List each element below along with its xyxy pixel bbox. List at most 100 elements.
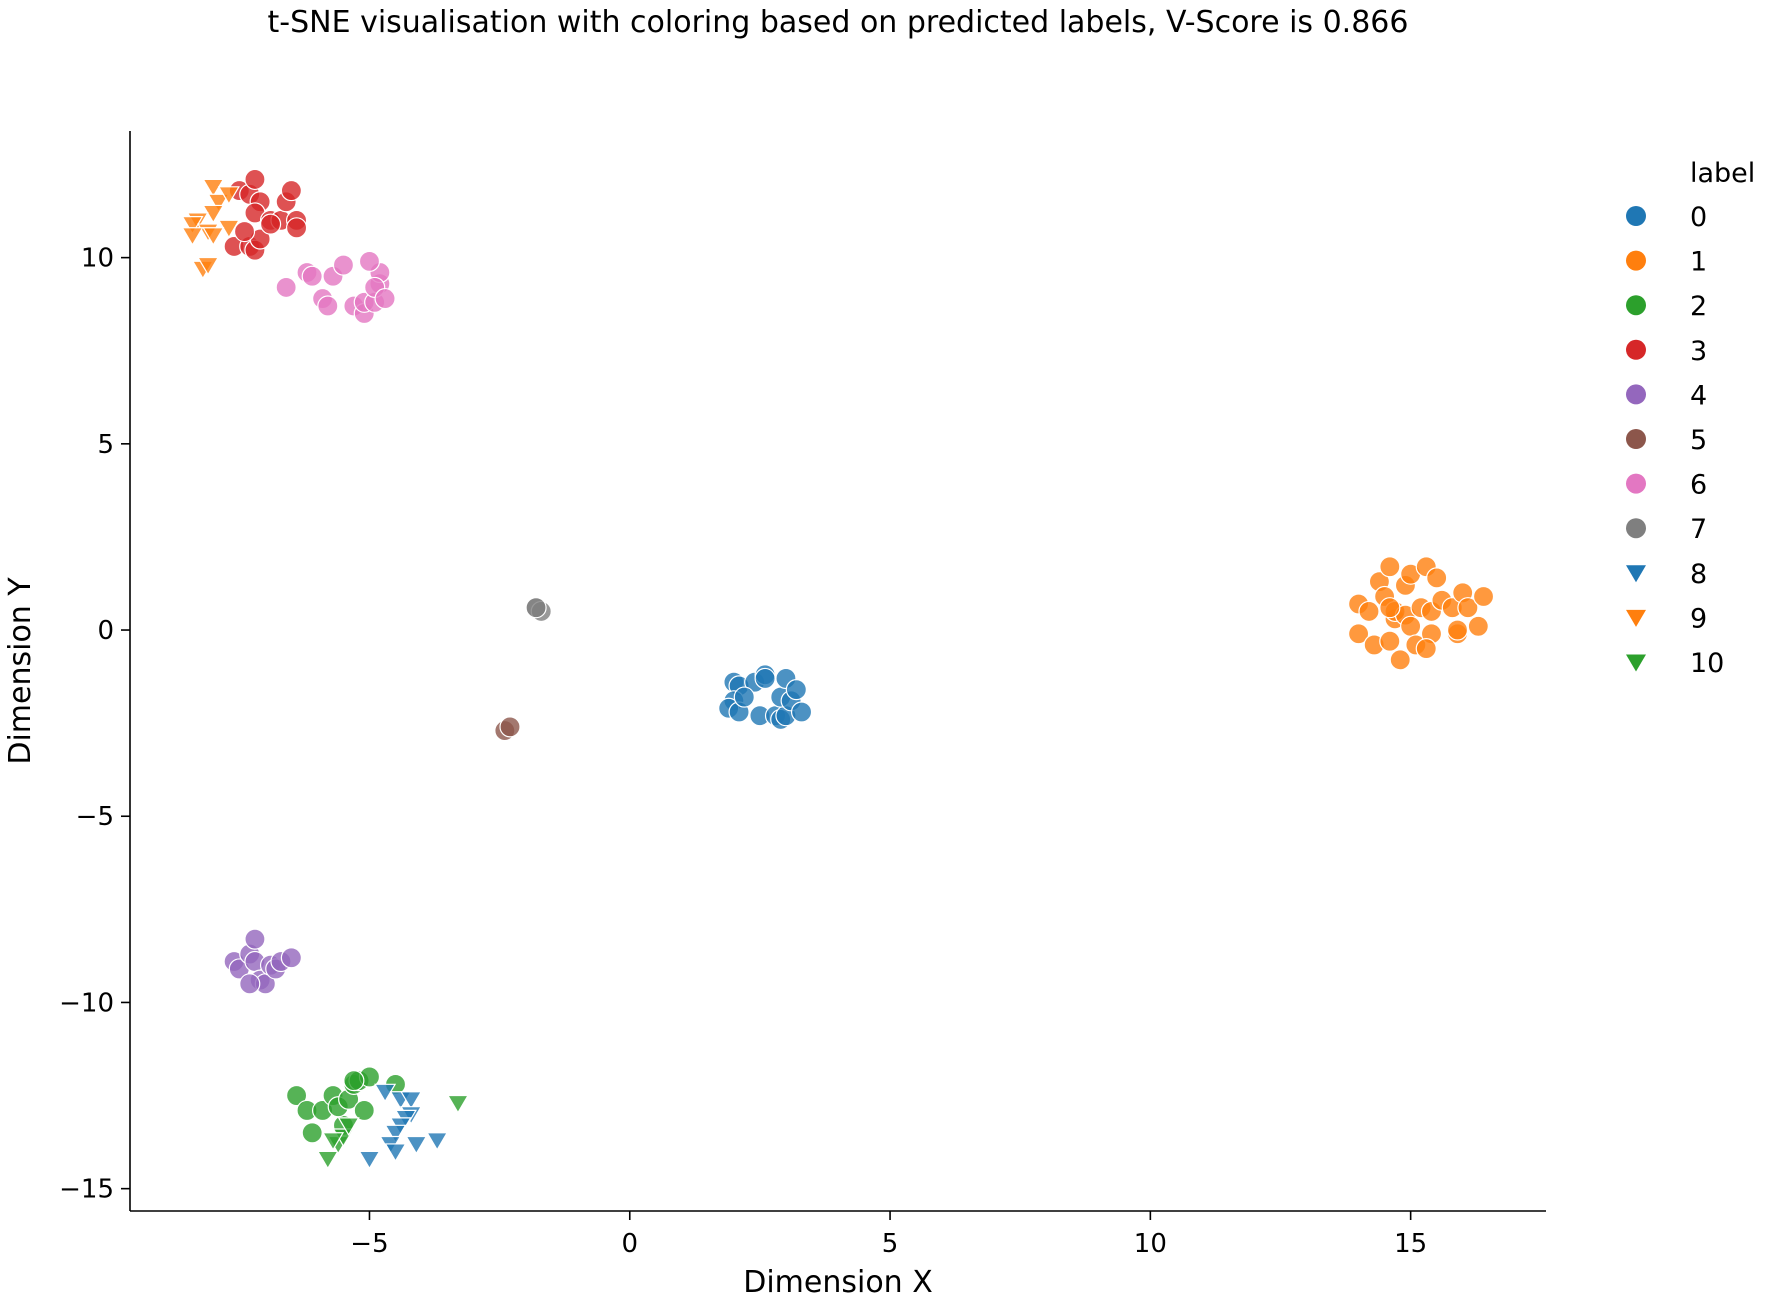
data-point-label-1	[1379, 597, 1401, 619]
legend-marker-7	[1626, 518, 1646, 539]
data-point-label-1	[1426, 567, 1448, 589]
data-point-label-4	[244, 928, 266, 950]
data-point-label-1	[1379, 630, 1401, 652]
data-point-label-0	[790, 701, 813, 723]
data-point-label-1	[1379, 556, 1401, 578]
x-tick-label: 15	[1394, 1229, 1427, 1259]
legend-label-1: 1	[1690, 247, 1707, 278]
data-point-label-4	[239, 973, 261, 995]
data-point-label-0	[754, 667, 776, 690]
legend-label-0: 0	[1690, 202, 1707, 233]
y-tick-label: −10	[59, 988, 114, 1018]
y-tick-label: 5	[97, 430, 114, 460]
data-point-label-6	[332, 254, 355, 276]
legend-label-4: 4	[1690, 380, 1707, 411]
data-point-label-8	[384, 1124, 407, 1144]
legend-label-6: 6	[1690, 470, 1707, 501]
data-point-label-10	[337, 1117, 360, 1137]
data-point-label-1	[1467, 615, 1489, 637]
legend-label-9: 9	[1690, 603, 1707, 634]
data-point-label-1	[1389, 649, 1411, 671]
data-point-label-1	[1457, 597, 1479, 619]
data-point-label-1	[1446, 619, 1469, 641]
data-point-label-6	[317, 295, 339, 317]
data-point-label-3	[280, 179, 302, 202]
x-tick-label: 5	[882, 1229, 899, 1259]
data-point-label-2	[343, 1070, 365, 1092]
x-ticks: −5 0 5 10 15	[350, 1211, 1427, 1259]
data-point-label-9	[217, 186, 240, 205]
data-point-label-3	[233, 220, 256, 243]
data-point-label-9	[202, 204, 225, 224]
legend-label-7: 7	[1690, 514, 1707, 545]
data-point-label-1	[1358, 600, 1380, 623]
legend-marker-5	[1626, 429, 1646, 449]
x-tick-label: −5	[350, 1229, 388, 1259]
data-point-label-9	[207, 193, 230, 213]
data-point-label-3	[285, 217, 308, 239]
data-point-label-1	[1400, 615, 1422, 637]
legend-label-10: 10	[1690, 648, 1724, 679]
axes	[129, 131, 1546, 1212]
data-point-label-9	[217, 219, 240, 239]
y-axis-label: Dimension Y	[3, 577, 38, 765]
data-point-label-8	[405, 1135, 428, 1155]
legend-marker-8	[1626, 565, 1646, 583]
data-point-label-8	[400, 1091, 423, 1110]
y-tick-label: 0	[97, 616, 114, 646]
data-point-label-9	[202, 227, 225, 246]
legend-label-2: 2	[1690, 291, 1707, 322]
legend-marker-10	[1626, 654, 1646, 672]
legend-label-5: 5	[1690, 425, 1707, 456]
data-point-label-5	[499, 716, 521, 738]
data-point-label-3	[244, 168, 266, 191]
x-tick-label: 0	[621, 1229, 638, 1259]
legend-label-8: 8	[1690, 559, 1707, 590]
data-point-label-4	[280, 947, 302, 969]
data-point-label-1	[1472, 585, 1495, 608]
x-tick-label: 10	[1134, 1229, 1167, 1259]
x-axis-label: Dimension X	[743, 1265, 933, 1300]
data-point-label-8	[374, 1083, 397, 1103]
data-point-label-1	[1415, 638, 1437, 660]
y-tick-label: −5	[76, 802, 114, 832]
legend-marker-1	[1626, 250, 1646, 271]
data-point-label-6	[301, 265, 323, 287]
legend-marker-2	[1626, 295, 1646, 316]
data-point-label-10	[446, 1094, 470, 1114]
data-point-label-2	[353, 1099, 375, 1122]
data-point-label-9	[181, 227, 204, 246]
data-point-label-10	[316, 1150, 339, 1170]
data-point-label-7	[525, 597, 547, 619]
legend-marker-9	[1626, 609, 1646, 627]
legend-marker-4	[1626, 384, 1646, 405]
data-point-label-6	[358, 250, 381, 272]
y-ticks: −15 −10 −5 0 5 10	[59, 244, 130, 1205]
data-point-label-2	[301, 1122, 323, 1144]
data-point-label-10	[321, 1132, 345, 1151]
y-tick-label: −15	[59, 1175, 114, 1205]
chart-title: t-SNE visualisation with coloring based …	[268, 5, 1409, 40]
legend-marker-3	[1626, 339, 1646, 360]
plot-area	[181, 168, 1495, 1170]
data-point-label-8	[358, 1150, 381, 1170]
data-point-label-9	[202, 178, 225, 198]
legend: label 0 1 2 3 4 5 6 7 8 9 10	[1626, 158, 1755, 679]
legend-title: label	[1690, 158, 1755, 189]
data-point-label-0	[733, 686, 755, 708]
data-point-label-2	[285, 1084, 308, 1107]
legend-marker-0	[1626, 206, 1646, 226]
data-point-label-8	[426, 1132, 449, 1151]
legend-label-3: 3	[1690, 336, 1707, 367]
data-point-label-8	[384, 1143, 407, 1163]
legend-marker-6	[1626, 473, 1646, 494]
data-point-label-0	[785, 679, 807, 701]
data-point-label-3	[259, 213, 282, 235]
data-point-label-9	[181, 216, 204, 235]
data-point-label-6	[275, 276, 297, 299]
data-point-label-1	[1347, 623, 1370, 645]
data-point-label-6	[374, 287, 396, 310]
y-tick-label: 10	[81, 244, 114, 274]
